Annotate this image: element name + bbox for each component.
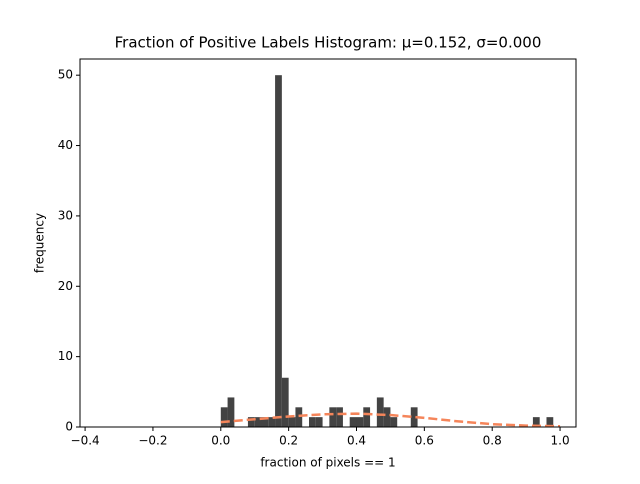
x-tick-label: −0.2 <box>138 434 167 448</box>
bar <box>376 397 384 427</box>
bar <box>315 417 323 427</box>
bar <box>295 407 303 427</box>
bar <box>254 417 262 427</box>
bar <box>247 417 255 427</box>
bar <box>288 417 296 427</box>
y-tick-label: 30 <box>58 208 73 222</box>
bar <box>410 407 418 427</box>
x-tick-label: 0.4 <box>347 434 366 448</box>
bar <box>363 407 371 427</box>
bar <box>220 407 228 427</box>
x-tick-label: 0.6 <box>415 434 434 448</box>
y-tick-label: 40 <box>58 138 73 152</box>
y-tick-label: 50 <box>58 68 73 82</box>
bar <box>275 75 282 427</box>
plot-frame <box>79 58 577 428</box>
bar <box>356 417 364 427</box>
bar <box>281 377 289 427</box>
bar <box>309 417 316 427</box>
bar <box>532 417 540 427</box>
chart-title: Fraction of Positive Labels Histogram: μ… <box>115 34 542 52</box>
bar <box>261 417 269 427</box>
x-tick-label: 0.0 <box>211 434 230 448</box>
x-tick-label: −0.4 <box>71 434 100 448</box>
y-tick-label: 0 <box>65 420 73 434</box>
y-axis-label: frequency <box>33 213 47 273</box>
bar <box>349 417 357 427</box>
bar <box>329 407 337 427</box>
x-tick-label: 0.2 <box>279 434 298 448</box>
x-tick-label: 1.0 <box>551 434 570 448</box>
y-tick-label: 20 <box>58 279 73 293</box>
bar <box>546 417 554 427</box>
bar <box>268 417 276 427</box>
bar <box>227 397 235 427</box>
fit-curve <box>220 412 561 428</box>
x-tick-label: 0.8 <box>483 434 502 448</box>
y-tick-label: 10 <box>58 349 73 363</box>
x-axis-label: fraction of pixels == 1 <box>260 456 395 470</box>
bar <box>390 417 398 427</box>
bar <box>336 407 343 427</box>
bar <box>383 407 391 427</box>
